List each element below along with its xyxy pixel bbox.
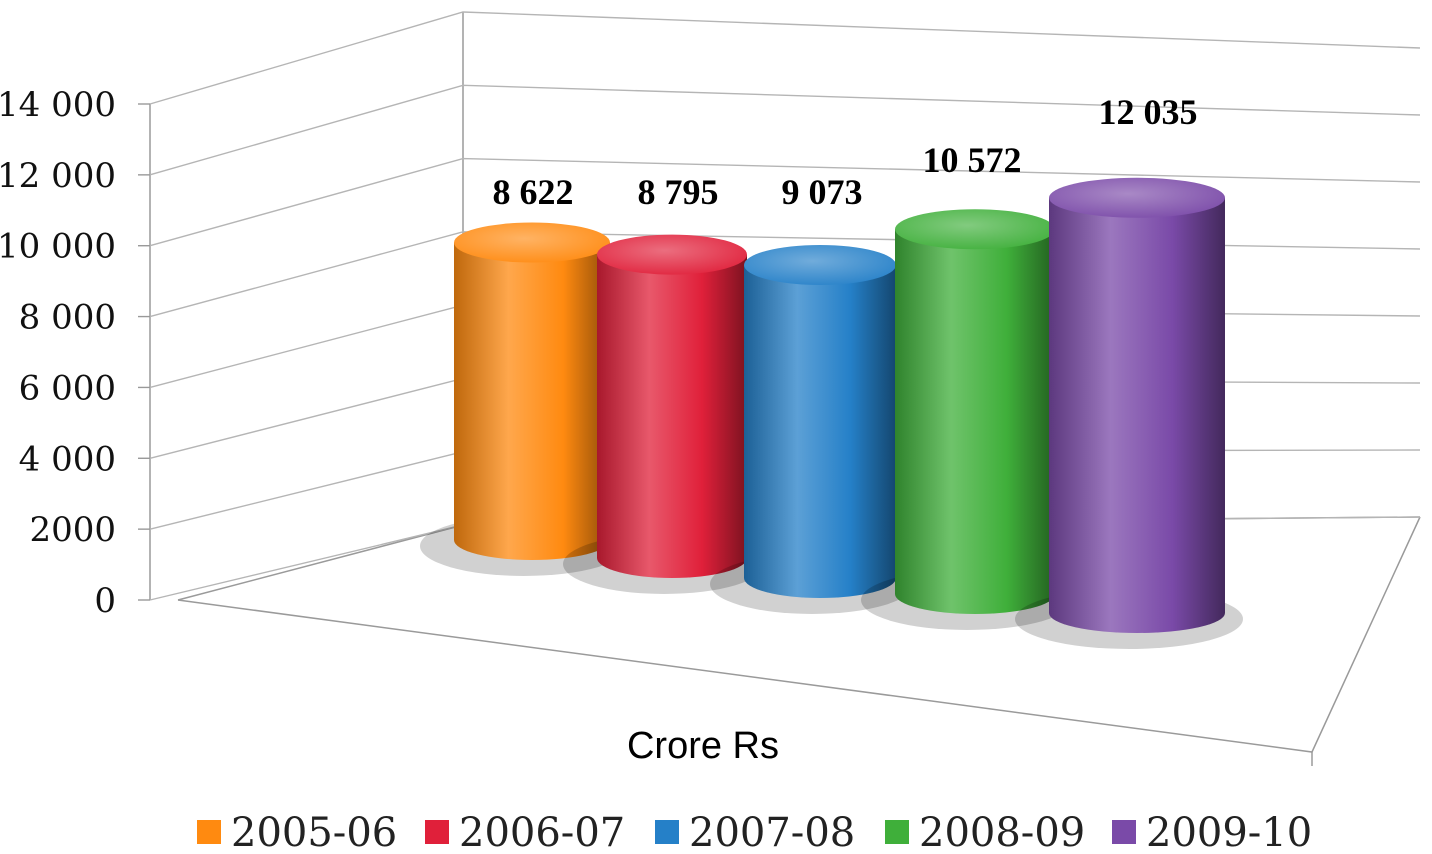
legend-label: 2008-09	[919, 810, 1085, 854]
y-tick-label: 0	[94, 581, 116, 621]
legend: 2005-06 2006-07 2007-08 2008-09 2009-10	[197, 810, 1312, 854]
data-labels: 8 622 8 795 9 073 10 572 12 035	[493, 92, 1198, 212]
gridline	[149, 84, 1421, 176]
legend-swatch	[425, 820, 449, 844]
data-label: 12 035	[1099, 92, 1198, 132]
data-label: 8 795	[638, 172, 719, 212]
x-axis-label: Crore Rs	[627, 725, 779, 767]
floor-left-edge	[177, 524, 464, 601]
cylinder-top	[744, 244, 896, 285]
gridline	[149, 11, 1421, 105]
cylinder-top	[597, 234, 747, 275]
cylinder-body	[597, 254, 747, 578]
cylinder-top	[1049, 177, 1225, 218]
cylinder-body	[744, 264, 896, 598]
legend-label: 2007-08	[689, 810, 855, 854]
legend-label: 2005-06	[231, 810, 397, 854]
gridline	[149, 157, 1421, 247]
y-tick-label: 2000	[29, 510, 116, 550]
legend-swatch	[1112, 820, 1136, 844]
y-tick-label: 12 000	[0, 156, 116, 196]
y-tick-label: 10 000	[0, 227, 116, 267]
legend-label: 2006-07	[459, 810, 625, 854]
data-label: 8 622	[493, 172, 574, 212]
legend-swatch	[197, 820, 221, 844]
cylinders	[420, 177, 1243, 649]
y-axis-ticks: 0 2000 4 000 6 000 8 000 10 000 12 000 14 000	[0, 85, 150, 621]
cylinder-body	[454, 242, 610, 560]
legend-swatch	[885, 820, 909, 844]
y-tick-label: 8 000	[19, 298, 116, 338]
legend-label: 2009-10	[1146, 810, 1312, 854]
legend-swatch	[655, 820, 679, 844]
cylinder-body	[1049, 197, 1225, 634]
cylinder-top	[454, 222, 610, 263]
cylinder-body	[895, 229, 1055, 615]
data-label: 9 073	[782, 172, 863, 212]
y-tick-label: 4 000	[19, 439, 116, 479]
y-tick-label: 6 000	[19, 368, 116, 408]
y-tick-label: 14 000	[0, 85, 116, 125]
cylinder-top	[895, 209, 1055, 250]
data-label: 10 572	[923, 140, 1022, 180]
